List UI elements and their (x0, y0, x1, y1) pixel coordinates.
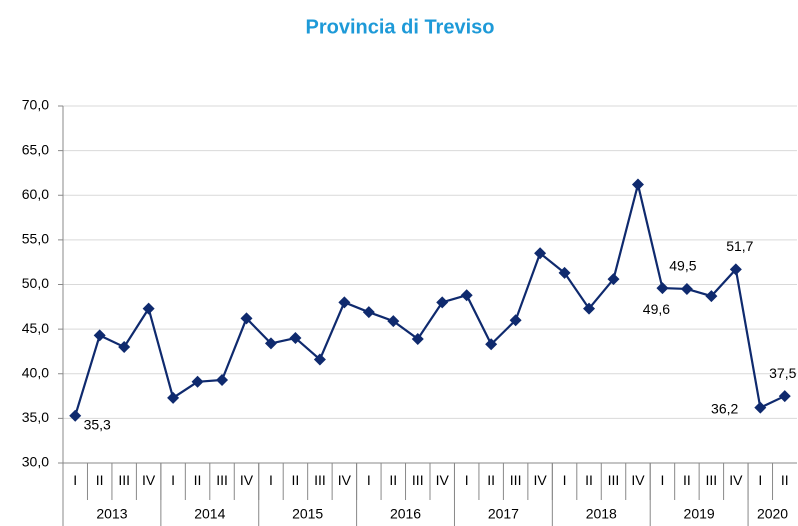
x-tick-label: II (389, 472, 397, 488)
chart-title: Provincia di Treviso (306, 16, 495, 38)
x-tick-label: II (781, 472, 789, 488)
data-label: 37,5 (769, 365, 796, 381)
x-tick-label: IV (533, 472, 547, 488)
data-point (191, 375, 204, 388)
x-tick-label: IV (631, 472, 645, 488)
data-point (142, 302, 155, 315)
data-point (778, 390, 791, 403)
data-point (436, 296, 449, 309)
x-group-label: 2013 (96, 506, 127, 522)
x-tick-label: III (706, 472, 718, 488)
data-point (607, 273, 620, 286)
x-tick-label: I (73, 472, 77, 488)
x-tick-label: II (683, 472, 691, 488)
data-label: 49,6 (643, 301, 670, 317)
data-point (362, 306, 375, 319)
data-point (313, 353, 326, 366)
x-tick-label: IV (436, 472, 450, 488)
data-point (387, 315, 400, 328)
data-point (631, 178, 644, 191)
x-tick-label: IV (338, 472, 352, 488)
x-tick-label: II (487, 472, 495, 488)
data-label: 49,5 (669, 258, 696, 274)
y-tick-label: 35,0 (22, 409, 49, 425)
x-tick-label: III (216, 472, 228, 488)
x-tick-label: I (465, 472, 469, 488)
y-tick-label: 55,0 (22, 231, 49, 247)
data-point (460, 289, 473, 302)
x-group-label: 2017 (488, 506, 519, 522)
data-label: 51,7 (726, 238, 753, 254)
x-group-label: 2015 (292, 506, 323, 522)
x-tick-label: I (367, 472, 371, 488)
data-point (754, 401, 767, 414)
x-tick-label: I (171, 472, 175, 488)
y-tick-label: 70,0 (22, 97, 49, 113)
data-point (485, 338, 498, 351)
data-point (509, 314, 522, 327)
data-point (167, 391, 180, 404)
x-tick-label: IV (729, 472, 743, 488)
x-tick-label: II (194, 472, 202, 488)
data-point (656, 282, 669, 295)
x-tick-label: III (608, 472, 620, 488)
y-tick-label: 45,0 (22, 320, 49, 336)
x-group-label: 2018 (586, 506, 617, 522)
y-tick-label: 30,0 (22, 454, 49, 470)
data-point (118, 340, 131, 353)
x-group-label: 2016 (390, 506, 421, 522)
x-tick-label: III (118, 472, 130, 488)
data-point (69, 409, 82, 422)
y-tick-label: 40,0 (22, 364, 49, 380)
data-point (411, 332, 424, 345)
data-line (74, 184, 786, 417)
x-tick-label: I (269, 472, 273, 488)
x-tick-label: I (660, 472, 664, 488)
data-point (289, 332, 302, 345)
x-tick-label: III (412, 472, 424, 488)
x-tick-label: III (314, 472, 326, 488)
data-point (558, 266, 571, 279)
data-point (338, 296, 351, 309)
x-group-label: 2020 (757, 506, 788, 522)
x-tick-label: III (510, 472, 522, 488)
x-tick-label: II (585, 472, 593, 488)
data-label: 35,3 (84, 416, 111, 432)
data-point (216, 373, 229, 386)
data-point (93, 329, 106, 342)
y-tick-label: 50,0 (22, 275, 49, 291)
x-tick-label: I (758, 472, 762, 488)
x-group-label: 2019 (684, 506, 715, 522)
data-point (583, 302, 596, 315)
data-point (264, 337, 277, 350)
x-tick-label: II (96, 472, 104, 488)
data-point (240, 312, 253, 325)
x-tick-label: I (563, 472, 567, 488)
y-tick-label: 65,0 (22, 141, 49, 157)
x-tick-label: II (292, 472, 300, 488)
data-label: 36,2 (711, 400, 738, 416)
x-tick-label: IV (142, 472, 156, 488)
x-tick-label: IV (240, 472, 254, 488)
data-point (680, 282, 693, 295)
data-point (534, 247, 547, 260)
x-group-label: 2014 (194, 506, 225, 522)
y-tick-label: 60,0 (22, 186, 49, 202)
data-point (729, 263, 742, 276)
data-point (705, 290, 718, 303)
